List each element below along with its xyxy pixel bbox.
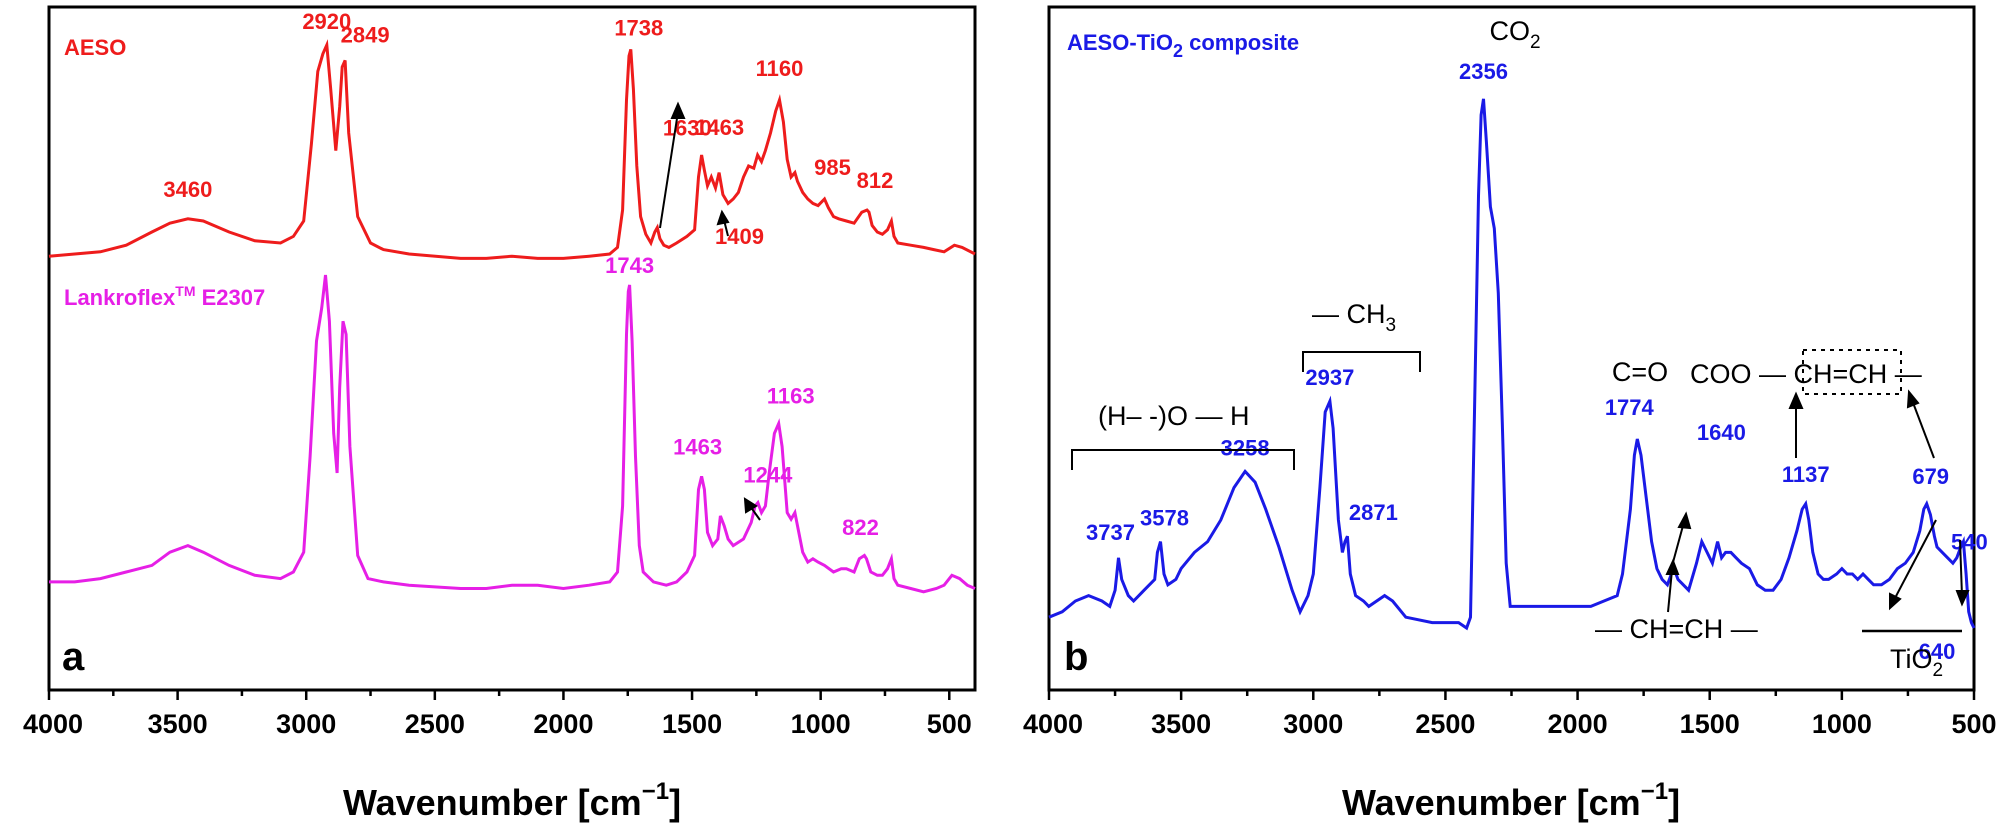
tio2-annotation: TiO2 <box>1890 644 1943 681</box>
peak-label-1774: 1774 <box>1605 395 1655 420</box>
arrow-640 <box>1893 519 1937 601</box>
x-tick-label: 1500 <box>662 709 722 739</box>
arrow-540-head <box>1955 590 1970 607</box>
peak-label-3258: 3258 <box>1221 435 1270 460</box>
x-tick-label: 4000 <box>23 709 83 739</box>
peak-label-1738: 1738 <box>614 15 663 40</box>
x-tick-label: 1500 <box>1680 709 1740 739</box>
peak-label-3578: 3578 <box>1140 506 1189 531</box>
arrow-1640-down-head <box>1665 558 1680 575</box>
peak-label-2356: 2356 <box>1459 59 1508 84</box>
x-tick-label: 500 <box>1951 709 1996 739</box>
methyl-annotation: — CH3 <box>1312 299 1396 336</box>
alkene-dotted-box <box>1802 349 1902 395</box>
panel-b-series-name: AESO-TiO2 composite <box>1067 30 1299 61</box>
hydroxyl-bracket <box>1071 449 1295 470</box>
panel-b: 4000 3500 3000 2500 2000 1500 1000 500 37373578… <box>1023 5 1997 823</box>
arrow-1409-head <box>716 209 730 226</box>
arrow-1630-head <box>670 101 686 119</box>
methyl-bracket <box>1302 351 1421 372</box>
x-tick-label: 2500 <box>1415 709 1475 739</box>
arrow-1630 <box>659 111 679 229</box>
arrow-679-head <box>1906 389 1920 409</box>
arrow-1244-head <box>743 497 758 514</box>
peak-label-540: 540 <box>1951 530 1988 555</box>
arrow-679 <box>1911 399 1935 459</box>
peak-label-1630: 1630 <box>663 116 712 141</box>
x-tick-label: 3500 <box>1151 709 1211 739</box>
panel-b-arrows <box>1665 389 1970 613</box>
arrow-1640-up <box>1671 521 1685 567</box>
panel-a-frame <box>47 5 977 692</box>
panel-b-x-axis-title: Wavenumber [cm−1] <box>1342 778 1680 823</box>
x-tick-label: 500 <box>927 709 972 739</box>
peak-label-2920: 2920 <box>302 9 351 34</box>
arrow-1640-up-head <box>1677 511 1692 530</box>
lankroflex-spectrum-line <box>49 274 976 594</box>
x-tick-label: 2500 <box>405 709 465 739</box>
panel-a-x-ticks: 4000 3500 3000 2500 2000 1500 1000 500 <box>23 690 972 739</box>
x-tick-label: 2000 <box>1548 709 1608 739</box>
aeso-tio2-spectrum-line <box>1048 98 1976 631</box>
peak-label-1640: 1640 <box>1697 420 1746 445</box>
peak-label-1163: 1163 <box>767 384 815 409</box>
aeso-spectrum-line <box>48 39 976 260</box>
peak-label-2937: 2937 <box>1305 365 1354 390</box>
peak-label-812: 812 <box>857 168 894 193</box>
peak-label-3460: 3460 <box>163 177 212 202</box>
x-tick-label: 1000 <box>1812 709 1872 739</box>
peak-label-2849: 2849 <box>341 22 390 47</box>
peak-label-1743: 1743 <box>605 253 654 278</box>
carbonyl-annotation: C=O <box>1612 357 1668 387</box>
x-tick-label: 2000 <box>533 709 593 739</box>
panel-a-series-name-aeso: AESO <box>64 35 126 60</box>
x-tick-label: 3500 <box>148 709 208 739</box>
co2-annotation: CO2 <box>1489 16 1540 53</box>
x-tick-label: 4000 <box>1023 709 1083 739</box>
arrow-1640-down <box>1667 569 1673 613</box>
peak-label-1463: 1463 <box>695 115 744 140</box>
panel-b-x-ticks: 4000 3500 3000 2500 2000 1500 1000 500 <box>1023 690 1997 739</box>
panel-a-letter: a <box>62 635 85 679</box>
peak-label-2871: 2871 <box>1349 500 1398 525</box>
x-tick-label: 1000 <box>791 709 851 739</box>
panel-a-series-name-lankroflex: LankroflexTM E2307 <box>64 283 265 310</box>
arrow-640-head <box>1889 592 1902 611</box>
arrow-1137-head <box>1788 391 1804 409</box>
panel-a-arrows <box>659 101 761 521</box>
peak-label-1160: 1160 <box>756 56 804 81</box>
peak-label-1137: 1137 <box>1782 462 1830 487</box>
panel-a: 4000 3500 3000 2500 2000 1500 1000 500 3460 2920… <box>23 5 977 823</box>
x-tick-label: 3000 <box>1283 709 1343 739</box>
peak-label-1463: 1463 <box>673 434 722 459</box>
x-tick-label: 3000 <box>276 709 336 739</box>
peak-label-1244: 1244 <box>743 463 793 488</box>
ester-alkene-annotation: COO — CH=CH — <box>1690 359 1922 389</box>
peak-label-822: 822 <box>842 515 879 540</box>
panel-a-x-axis-title: Wavenumber [cm−1] <box>343 778 681 823</box>
peak-label-3737: 3737 <box>1086 520 1135 545</box>
panel-b-frame <box>1047 5 1976 692</box>
peak-label-1409: 1409 <box>715 224 764 249</box>
hydroxyl-annotation: (H– -)O — H <box>1098 401 1250 431</box>
peak-label-640: 640 <box>1919 639 1956 664</box>
alkene-annotation: — CH=CH — <box>1595 614 1758 644</box>
arrow-540 <box>1959 539 1963 597</box>
peak-label-985: 985 <box>814 155 851 180</box>
peak-label-679: 679 <box>1912 464 1949 489</box>
panel-b-letter: b <box>1064 635 1088 679</box>
